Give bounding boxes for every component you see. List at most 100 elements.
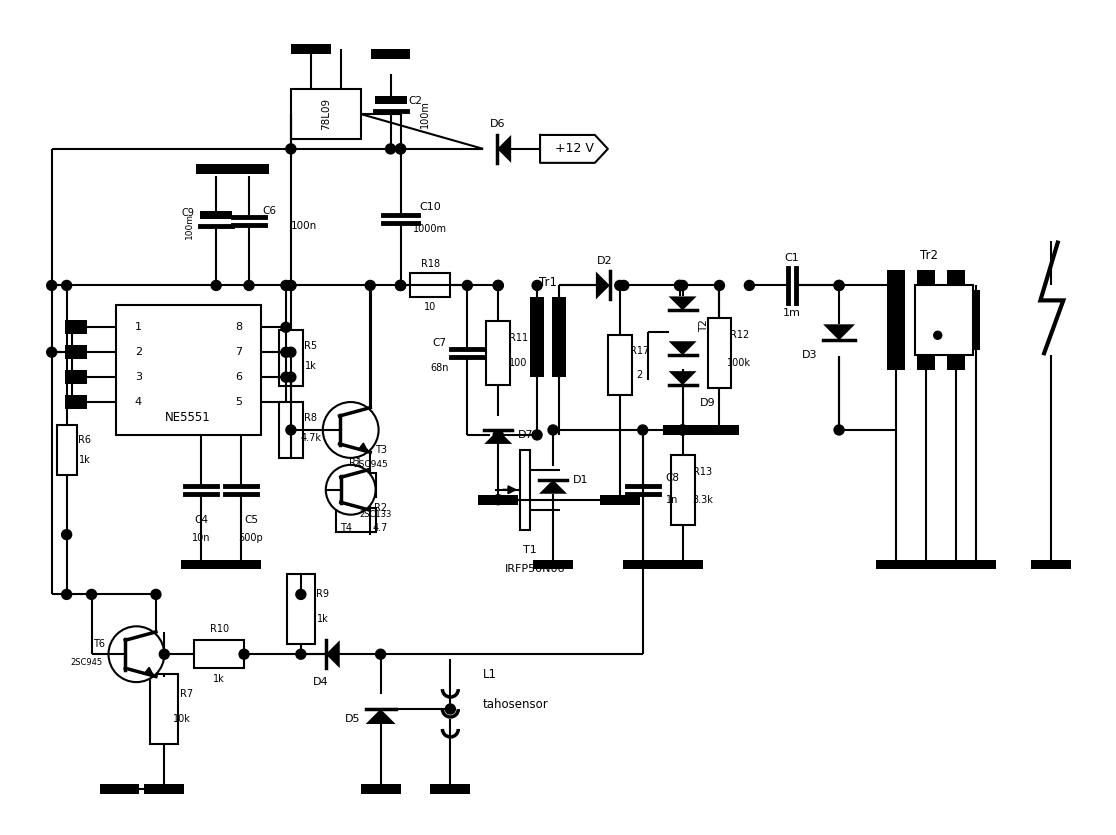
Text: R10: R10 (210, 625, 229, 635)
Text: T6: T6 (93, 640, 105, 650)
Circle shape (395, 144, 405, 154)
Text: Tr2: Tr2 (920, 249, 937, 262)
Circle shape (677, 281, 687, 291)
Bar (336, 473, 376, 497)
Polygon shape (668, 371, 696, 385)
Polygon shape (668, 342, 696, 355)
Bar (65, 345, 87, 359)
Circle shape (47, 347, 57, 357)
Bar (671, 455, 694, 524)
Text: 100m: 100m (185, 213, 194, 239)
Text: tahosensor: tahosensor (482, 697, 548, 711)
Circle shape (281, 281, 291, 291)
Text: R5: R5 (305, 342, 317, 352)
Bar (291, 44, 330, 54)
Bar (65, 321, 87, 334)
Text: C7: C7 (432, 338, 446, 348)
Text: 5: 5 (235, 397, 242, 407)
Bar (552, 297, 566, 377)
Circle shape (326, 465, 376, 514)
Circle shape (714, 281, 724, 291)
Text: 2SC133: 2SC133 (359, 510, 392, 519)
Circle shape (493, 281, 503, 291)
Text: T1: T1 (523, 544, 537, 554)
Text: Tr1: Tr1 (539, 276, 557, 289)
Circle shape (211, 281, 221, 291)
Circle shape (286, 425, 296, 435)
Bar (291, 89, 360, 139)
Text: 68n: 68n (430, 363, 449, 373)
Text: D4: D4 (312, 677, 328, 687)
Circle shape (674, 281, 684, 291)
Circle shape (239, 650, 249, 659)
Bar (371, 49, 411, 59)
Bar (144, 784, 184, 794)
Circle shape (323, 402, 378, 458)
Text: R12: R12 (730, 331, 749, 341)
Text: T3: T3 (375, 445, 386, 455)
Text: C9: C9 (181, 208, 194, 218)
Text: C6: C6 (262, 205, 276, 215)
Circle shape (493, 430, 503, 440)
Circle shape (151, 590, 161, 600)
Circle shape (637, 425, 647, 435)
Text: R17: R17 (631, 347, 650, 357)
Bar (479, 495, 518, 504)
Bar (411, 274, 451, 297)
Bar (887, 271, 905, 370)
Text: D2: D2 (597, 256, 613, 266)
Bar (116, 306, 261, 435)
Circle shape (834, 425, 844, 435)
Polygon shape (326, 640, 339, 668)
Text: 500p: 500p (239, 533, 263, 543)
Text: C5: C5 (244, 514, 258, 524)
Bar (663, 559, 702, 569)
Circle shape (286, 372, 296, 382)
Text: R6: R6 (78, 435, 92, 445)
Bar (65, 395, 87, 409)
Bar (279, 331, 302, 386)
Bar (99, 784, 140, 794)
Bar (876, 559, 916, 569)
Circle shape (376, 650, 385, 659)
Text: 2SC945: 2SC945 (70, 658, 103, 666)
Text: T2: T2 (700, 319, 710, 331)
Circle shape (532, 430, 542, 440)
Bar (151, 674, 179, 744)
Circle shape (395, 281, 405, 291)
Bar (623, 559, 663, 569)
Bar (360, 784, 401, 794)
Bar (487, 321, 510, 385)
Text: 1k: 1k (79, 455, 90, 465)
Text: 2SC945: 2SC945 (354, 460, 388, 469)
Bar (708, 318, 731, 388)
Text: 1m: 1m (783, 308, 801, 318)
Circle shape (286, 347, 296, 357)
Circle shape (281, 322, 291, 332)
Text: 10k: 10k (173, 714, 191, 724)
Text: 100: 100 (509, 358, 528, 368)
Polygon shape (824, 324, 855, 340)
Bar (221, 559, 261, 569)
Circle shape (834, 281, 844, 291)
Circle shape (108, 626, 164, 682)
Polygon shape (498, 135, 511, 163)
Text: NE5551: NE5551 (165, 411, 211, 423)
Bar (946, 271, 964, 370)
Text: R8: R8 (305, 413, 317, 423)
Bar (917, 271, 935, 370)
Text: R9: R9 (316, 590, 329, 600)
Text: 1000m: 1000m (413, 224, 448, 234)
Bar (906, 559, 945, 569)
Text: 1n: 1n (666, 494, 679, 504)
Circle shape (286, 281, 296, 291)
Text: 6: 6 (235, 372, 242, 382)
Text: 3: 3 (135, 372, 142, 382)
Circle shape (555, 352, 562, 359)
Text: R7: R7 (180, 689, 193, 699)
Text: D6: D6 (490, 119, 504, 129)
Circle shape (462, 281, 472, 291)
Circle shape (677, 425, 687, 435)
Circle shape (385, 144, 395, 154)
Bar (955, 559, 995, 569)
